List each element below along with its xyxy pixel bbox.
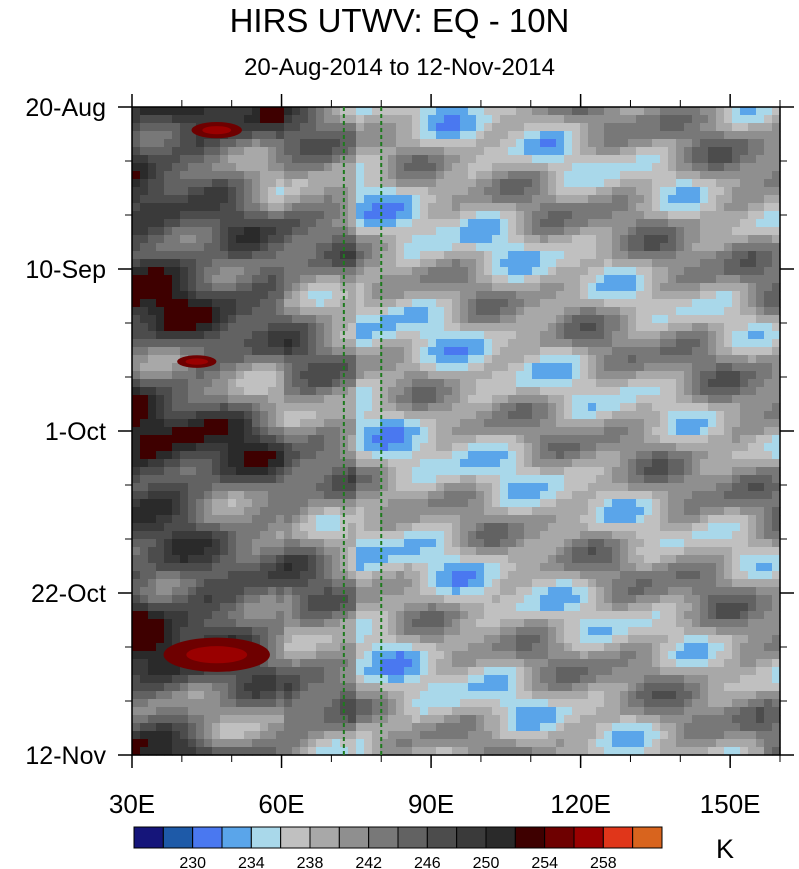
colorbar-swatch xyxy=(514,826,546,849)
colorbar-label: 242 xyxy=(355,855,382,869)
chart-title: HIRS UTWV: EQ - 10N xyxy=(229,2,570,39)
colorbar-label: 258 xyxy=(590,855,617,869)
colorbar-swatch xyxy=(397,826,428,849)
colorbar-swatch xyxy=(573,826,604,849)
y-tick-label: 22-Oct xyxy=(31,580,106,608)
colorbar-swatch xyxy=(338,826,370,849)
colorbar-swatch xyxy=(162,826,194,849)
colorbar-swatch xyxy=(221,826,252,849)
colorbar-swatch xyxy=(456,826,487,849)
y-tick-label: 1-Oct xyxy=(45,418,106,446)
colorbar-swatch xyxy=(250,826,282,849)
x-tick-label: 90E xyxy=(408,789,454,819)
warm-patch-core xyxy=(186,646,248,664)
y-tick-label: 20-Aug xyxy=(25,94,106,122)
x-tick-label: 60E xyxy=(258,789,304,819)
colorbar-swatch xyxy=(280,826,311,849)
x-tick-label: 30E xyxy=(109,789,155,819)
colorbar-label: 238 xyxy=(297,855,324,869)
colorbar-swatch xyxy=(133,826,164,849)
colorbar-label: 246 xyxy=(414,855,441,869)
colorbar-units-label: K xyxy=(716,834,735,864)
colorbar-swatch xyxy=(544,826,575,849)
colorbar-swatch xyxy=(192,826,223,849)
colorbar-label: 250 xyxy=(473,855,500,869)
colorbar-swatch xyxy=(632,826,663,849)
colorbar-label: 230 xyxy=(179,855,206,869)
x-tick-label: 120E xyxy=(550,789,611,819)
colorbar-swatch xyxy=(368,826,399,849)
x-tick-label: 150E xyxy=(700,789,761,819)
field-cells xyxy=(132,107,781,756)
colorbar-swatch xyxy=(602,826,634,849)
chart-subtitle: 20-Aug-2014 to 12-Nov-2014 xyxy=(244,54,555,81)
colorbar-swatch xyxy=(426,826,458,849)
y-tick-label: 10-Sep xyxy=(25,256,106,284)
colorbar-label: 234 xyxy=(238,855,265,869)
colorbar-swatch xyxy=(309,826,340,849)
colorbar-swatch xyxy=(485,826,516,849)
y-tick-label: 12-Nov xyxy=(25,742,106,770)
warm-patch-core xyxy=(185,358,208,365)
warm-patch-core xyxy=(202,126,232,135)
colorbar-label: 254 xyxy=(531,855,558,869)
